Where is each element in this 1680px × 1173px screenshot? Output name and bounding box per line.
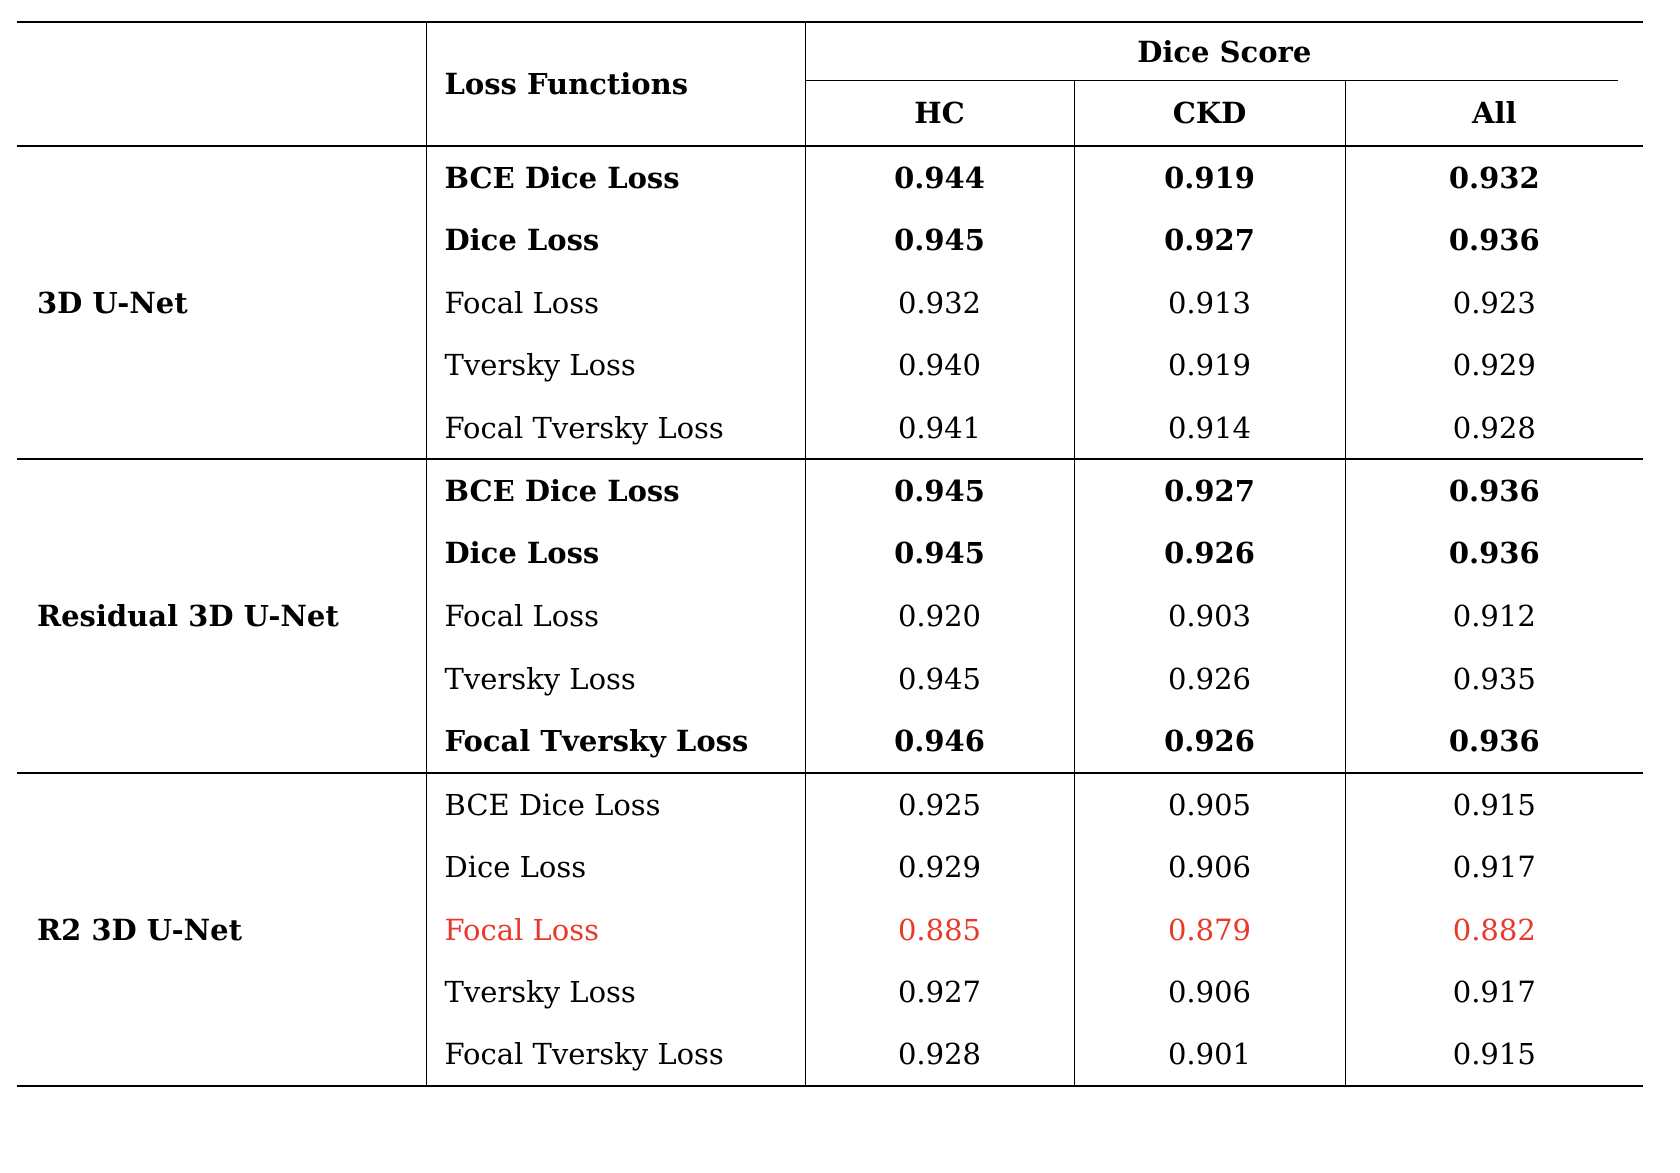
dice-value-cell: 0.932 <box>1448 160 1540 195</box>
loss-function-cell: Tversky Loss <box>426 334 806 397</box>
loss-function-cell: Dice Loss <box>426 208 806 272</box>
table-row: Dice Loss 0.945 0.927 0.936 <box>17 208 1643 272</box>
table-row: Focal Tversky Loss 0.941 0.914 0.928 <box>17 396 1643 460</box>
table-row: 3D U-Net BCE Dice Loss 0.944 0.919 0.932 <box>17 146 1643 460</box>
dice-score-header: Dice Score <box>805 22 1643 81</box>
loss-function-cell: Focal Tversky Loss <box>426 396 806 460</box>
dice-value-cell: 0.945 <box>805 458 1075 523</box>
table-row: Focal Tversky Loss 0.946 0.926 0.936 <box>17 710 1643 773</box>
loss-function-cell: Focal Tversky Loss <box>426 710 806 773</box>
dice-value-cell: 0.928 <box>805 1023 1075 1087</box>
loss-function-cell: Dice Loss <box>426 835 806 899</box>
dice-value-cell: 0.915 <box>1345 771 1644 836</box>
dice-value-cell: 0.915 <box>1452 1037 1536 1072</box>
dice-value-cell: 0.945 <box>805 208 1075 272</box>
dice-value-cell: 0.919 <box>1074 334 1346 397</box>
table-row: R2 3D U-Net BCE Dice Loss 0.925 0.905 0.… <box>17 771 1644 1087</box>
dice-value-cell: 0.936 <box>1448 536 1540 571</box>
dice-value-cell: 0.926 <box>1074 710 1346 773</box>
loss-function-cell: BCE Dice Loss <box>426 771 806 836</box>
table-header-row-sub: HC CKD All <box>17 81 1644 147</box>
dice-value-cell: 0.906 <box>1074 835 1346 899</box>
dice-value-cell: 0.920 <box>805 584 1075 648</box>
table-row: Focal Loss 0.920 0.903 0.912 <box>17 584 1643 648</box>
dice-value-cell: 0.936 <box>1448 724 1540 759</box>
dice-value-cell: 0.906 <box>1074 960 1346 1024</box>
loss-function-cell: Focal Loss <box>426 584 806 648</box>
dice-value-cell: 0.940 <box>805 334 1075 397</box>
loss-function-cell: Focal Tversky Loss <box>426 1023 806 1087</box>
dice-value-cell: 0.923 <box>1452 285 1536 320</box>
loss-function-cell: BCE Dice Loss <box>426 146 806 209</box>
model-name-cell: Residual 3D U-Net <box>17 458 427 773</box>
dice-value-cell: 0.901 <box>1074 1023 1346 1087</box>
table-header-row-main: Loss Functions Dice Score <box>17 22 1643 147</box>
dice-value-cell: 0.946 <box>805 710 1075 773</box>
dice-value-cell: 0.914 <box>1074 396 1346 460</box>
dice-value-cell: 0.936 <box>1448 223 1540 258</box>
dice-value-cell: 0.945 <box>805 522 1075 585</box>
table-row: Tversky Loss 0.927 0.906 0.917 <box>17 960 1643 1024</box>
dice-value-cell: 0.926 <box>1074 647 1346 711</box>
dice-value-cell: 0.919 <box>1074 146 1346 209</box>
loss-function-cell: Tversky Loss <box>426 647 806 711</box>
dice-value-cell: 0.917 <box>1452 849 1536 884</box>
dice-value-cell: 0.935 <box>1452 661 1536 696</box>
ckd-column-header: CKD <box>1074 81 1346 147</box>
loss-function-cell: Dice Loss <box>426 522 806 585</box>
model-name-cell: R2 3D U-Net <box>17 771 427 1087</box>
dice-value-cell: 0.927 <box>1074 458 1346 523</box>
dice-score-underline-rule <box>805 79 1619 81</box>
dice-value-cell: 0.927 <box>805 960 1075 1024</box>
table-corner-cell <box>17 22 427 147</box>
loss-functions-header: Loss Functions <box>426 22 806 147</box>
loss-function-cell: BCE Dice Loss <box>426 458 806 523</box>
dice-value-cell: 0.929 <box>1452 348 1536 383</box>
table-row: Tversky Loss 0.940 0.919 0.929 <box>17 334 1643 397</box>
dice-value-cell: 0.913 <box>1074 271 1346 335</box>
dice-value-cell: 0.928 <box>1452 410 1536 445</box>
table-row: Tversky Loss 0.945 0.926 0.935 <box>17 647 1643 711</box>
dice-value-cell: 0.945 <box>805 647 1075 711</box>
all-column-header: All <box>1345 81 1644 147</box>
dice-value-cell: 0.927 <box>1074 208 1346 272</box>
table-row: Focal Loss 0.932 0.913 0.923 <box>17 271 1643 335</box>
table-row: Focal Tversky Loss 0.928 0.901 0.915 <box>17 1023 1643 1087</box>
dice-value-cell: 0.917 <box>1452 975 1536 1010</box>
dice-value-cell: 0.932 <box>805 271 1075 335</box>
model-name-cell: 3D U-Net <box>17 146 427 460</box>
dice-score-header-label: Dice Score <box>1137 35 1312 69</box>
loss-function-cell: Focal Loss <box>426 898 806 961</box>
dice-score-results-table: Loss Functions Dice Score HC CKD All 3D … <box>17 21 1644 1088</box>
loss-function-cell: Focal Loss <box>426 271 806 335</box>
dice-value-cell: 0.912 <box>1452 599 1536 634</box>
dice-value-cell: 0.941 <box>805 396 1075 460</box>
dice-value-cell: 0.925 <box>805 771 1075 836</box>
dice-value-cell: 0.885 <box>805 898 1075 961</box>
dice-value-cell: 0.905 <box>1074 771 1346 836</box>
hc-column-header: HC <box>805 81 1075 147</box>
dice-value-cell: 0.903 <box>1074 584 1346 648</box>
dice-value-cell: 0.879 <box>1074 898 1346 961</box>
table-row: Focal Loss 0.885 0.879 0.882 <box>17 898 1643 961</box>
table-row: Dice Loss 0.929 0.906 0.917 <box>17 835 1643 899</box>
table-row: Residual 3D U-Net BCE Dice Loss 0.945 0.… <box>17 458 1644 773</box>
dice-value-cell: 0.936 <box>1345 458 1644 523</box>
table-row: Dice Loss 0.945 0.926 0.936 <box>17 522 1643 585</box>
dice-value-cell: 0.882 <box>1452 912 1536 947</box>
loss-function-cell: Tversky Loss <box>426 960 806 1024</box>
dice-value-cell: 0.944 <box>805 146 1075 209</box>
dice-value-cell: 0.929 <box>805 835 1075 899</box>
dice-value-cell: 0.926 <box>1074 522 1346 585</box>
